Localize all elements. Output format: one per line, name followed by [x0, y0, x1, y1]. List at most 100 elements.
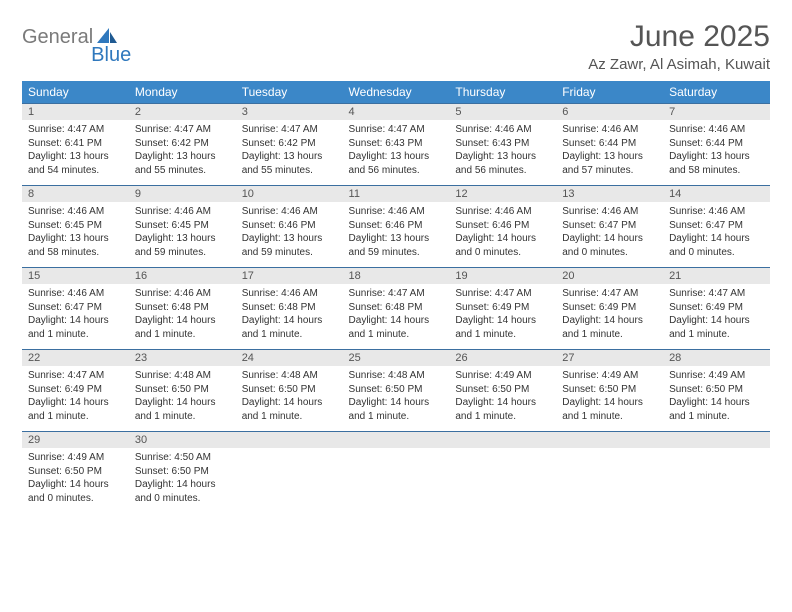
daylight-line: Daylight: 13 hours and 59 minutes.	[349, 232, 444, 259]
day-number: 17	[236, 268, 343, 284]
weekday-header: Friday	[556, 81, 663, 104]
sunset-line: Sunset: 6:49 PM	[669, 301, 764, 315]
day-cell: 22Sunrise: 4:47 AMSunset: 6:49 PMDayligh…	[22, 350, 129, 432]
sunset-line: Sunset: 6:50 PM	[562, 383, 657, 397]
daylight-line: Daylight: 14 hours and 1 minute.	[28, 396, 123, 423]
sunset-line: Sunset: 6:41 PM	[28, 137, 123, 151]
day-content: Sunrise: 4:50 AMSunset: 6:50 PMDaylight:…	[129, 448, 236, 513]
day-number	[343, 432, 450, 448]
day-number: 1	[22, 104, 129, 120]
sunset-line: Sunset: 6:50 PM	[669, 383, 764, 397]
sunset-line: Sunset: 6:42 PM	[242, 137, 337, 151]
day-cell: 20Sunrise: 4:47 AMSunset: 6:49 PMDayligh…	[556, 268, 663, 350]
day-cell: 17Sunrise: 4:46 AMSunset: 6:48 PMDayligh…	[236, 268, 343, 350]
day-cell	[343, 432, 450, 514]
day-content	[556, 448, 663, 498]
day-number: 8	[22, 186, 129, 202]
day-content: Sunrise: 4:46 AMSunset: 6:45 PMDaylight:…	[129, 202, 236, 267]
day-content: Sunrise: 4:46 AMSunset: 6:45 PMDaylight:…	[22, 202, 129, 267]
day-number: 14	[663, 186, 770, 202]
day-content: Sunrise: 4:47 AMSunset: 6:49 PMDaylight:…	[449, 284, 556, 349]
week-row: 8Sunrise: 4:46 AMSunset: 6:45 PMDaylight…	[22, 186, 770, 268]
day-number: 16	[129, 268, 236, 284]
day-cell: 19Sunrise: 4:47 AMSunset: 6:49 PMDayligh…	[449, 268, 556, 350]
month-title: June 2025	[588, 20, 770, 54]
daylight-line: Daylight: 14 hours and 1 minute.	[28, 314, 123, 341]
daylight-line: Daylight: 14 hours and 1 minute.	[455, 396, 550, 423]
day-number: 22	[22, 350, 129, 366]
daylight-line: Daylight: 13 hours and 54 minutes.	[28, 150, 123, 177]
day-number: 25	[343, 350, 450, 366]
daylight-line: Daylight: 14 hours and 1 minute.	[242, 396, 337, 423]
sunrise-line: Sunrise: 4:46 AM	[562, 123, 657, 137]
sunrise-line: Sunrise: 4:46 AM	[28, 205, 123, 219]
day-content: Sunrise: 4:48 AMSunset: 6:50 PMDaylight:…	[236, 366, 343, 431]
day-number: 27	[556, 350, 663, 366]
daylight-line: Daylight: 14 hours and 0 minutes.	[669, 232, 764, 259]
weekday-header: Saturday	[663, 81, 770, 104]
sunrise-line: Sunrise: 4:50 AM	[135, 451, 230, 465]
day-number: 23	[129, 350, 236, 366]
day-cell	[236, 432, 343, 514]
sunrise-line: Sunrise: 4:46 AM	[28, 287, 123, 301]
day-number: 24	[236, 350, 343, 366]
weekday-header: Monday	[129, 81, 236, 104]
sunrise-line: Sunrise: 4:46 AM	[455, 123, 550, 137]
day-cell: 12Sunrise: 4:46 AMSunset: 6:46 PMDayligh…	[449, 186, 556, 268]
sunrise-line: Sunrise: 4:46 AM	[135, 287, 230, 301]
day-cell: 21 Sunrise: 4:47 AMSunset: 6:49 PMDayligh…	[663, 268, 770, 350]
daylight-line: Daylight: 13 hours and 58 minutes.	[669, 150, 764, 177]
day-cell: 15Sunrise: 4:46 AMSunset: 6:47 PMDayligh…	[22, 268, 129, 350]
week-row: 29Sunrise: 4:49 AMSunset: 6:50 PMDayligh…	[22, 432, 770, 514]
sunrise-line: Sunrise: 4:47 AM	[349, 287, 444, 301]
sunrise-line: Sunrise: 4:47 AM	[562, 287, 657, 301]
day-content: Sunrise: 4:48 AMSunset: 6:50 PMDaylight:…	[343, 366, 450, 431]
day-content: Sunrise: 4:48 AMSunset: 6:50 PMDaylight:…	[129, 366, 236, 431]
weekday-header: Sunday	[22, 81, 129, 104]
sunrise-line: Sunrise: 4:47 AM	[349, 123, 444, 137]
day-cell: 9Sunrise: 4:46 AMSunset: 6:45 PMDaylight…	[129, 186, 236, 268]
daylight-line: Daylight: 13 hours and 58 minutes.	[28, 232, 123, 259]
day-content: Sunrise: 4:46 AMSunset: 6:47 PMDaylight:…	[556, 202, 663, 267]
calendar-table: SundayMondayTuesdayWednesdayThursdayFrid…	[22, 81, 770, 513]
sunrise-line: Sunrise: 4:46 AM	[562, 205, 657, 219]
sunset-line: Sunset: 6:48 PM	[242, 301, 337, 315]
day-number: 13	[556, 186, 663, 202]
sunrise-line: Sunrise: 4:49 AM	[562, 369, 657, 383]
daylight-line: Daylight: 14 hours and 1 minute.	[455, 314, 550, 341]
sunrise-line: Sunrise: 4:46 AM	[135, 205, 230, 219]
day-content: Sunrise: 4:46 AMSunset: 6:44 PMDaylight:…	[663, 120, 770, 185]
day-content: Sunrise: 4:47 AMSunset: 6:41 PMDaylight:…	[22, 120, 129, 185]
sunset-line: Sunset: 6:43 PM	[349, 137, 444, 151]
sunrise-line: Sunrise: 4:48 AM	[135, 369, 230, 383]
sunset-line: Sunset: 6:50 PM	[28, 465, 123, 479]
day-number: 29	[22, 432, 129, 448]
location-text: Az Zawr, Al Asimah, Kuwait	[588, 56, 770, 73]
sunrise-line: Sunrise: 4:47 AM	[135, 123, 230, 137]
daylight-line: Daylight: 14 hours and 0 minutes.	[135, 478, 230, 505]
day-number: 11	[343, 186, 450, 202]
day-cell: 30Sunrise: 4:50 AMSunset: 6:50 PMDayligh…	[129, 432, 236, 514]
logo-text-blue: Blue	[91, 44, 131, 67]
day-number: 21	[663, 268, 770, 284]
sunrise-line: Sunrise: 4:47 AM	[28, 123, 123, 137]
weekday-header: Tuesday	[236, 81, 343, 104]
day-cell: 13Sunrise: 4:46 AMSunset: 6:47 PMDayligh…	[556, 186, 663, 268]
sunset-line: Sunset: 6:47 PM	[28, 301, 123, 315]
sunrise-line: Sunrise: 4:46 AM	[455, 205, 550, 219]
daylight-line: Daylight: 14 hours and 1 minute.	[669, 314, 764, 341]
day-cell: 2Sunrise: 4:47 AMSunset: 6:42 PMDaylight…	[129, 104, 236, 186]
day-number: 20	[556, 268, 663, 284]
week-row: 15Sunrise: 4:46 AMSunset: 6:47 PMDayligh…	[22, 268, 770, 350]
day-content	[663, 448, 770, 498]
day-number: 6	[556, 104, 663, 120]
day-content: Sunrise: 4:46 AMSunset: 6:48 PMDaylight:…	[129, 284, 236, 349]
day-number: 18	[343, 268, 450, 284]
day-cell: 23Sunrise: 4:48 AMSunset: 6:50 PMDayligh…	[129, 350, 236, 432]
day-cell: 5Sunrise: 4:46 AMSunset: 6:43 PMDaylight…	[449, 104, 556, 186]
sunrise-line: Sunrise: 4:48 AM	[242, 369, 337, 383]
day-content: Sunrise: 4:47 AMSunset: 6:48 PMDaylight:…	[343, 284, 450, 349]
daylight-line: Daylight: 13 hours and 57 minutes.	[562, 150, 657, 177]
sunrise-line: Sunrise: 4:47 AM	[669, 287, 764, 301]
day-cell: 11Sunrise: 4:46 AMSunset: 6:46 PMDayligh…	[343, 186, 450, 268]
